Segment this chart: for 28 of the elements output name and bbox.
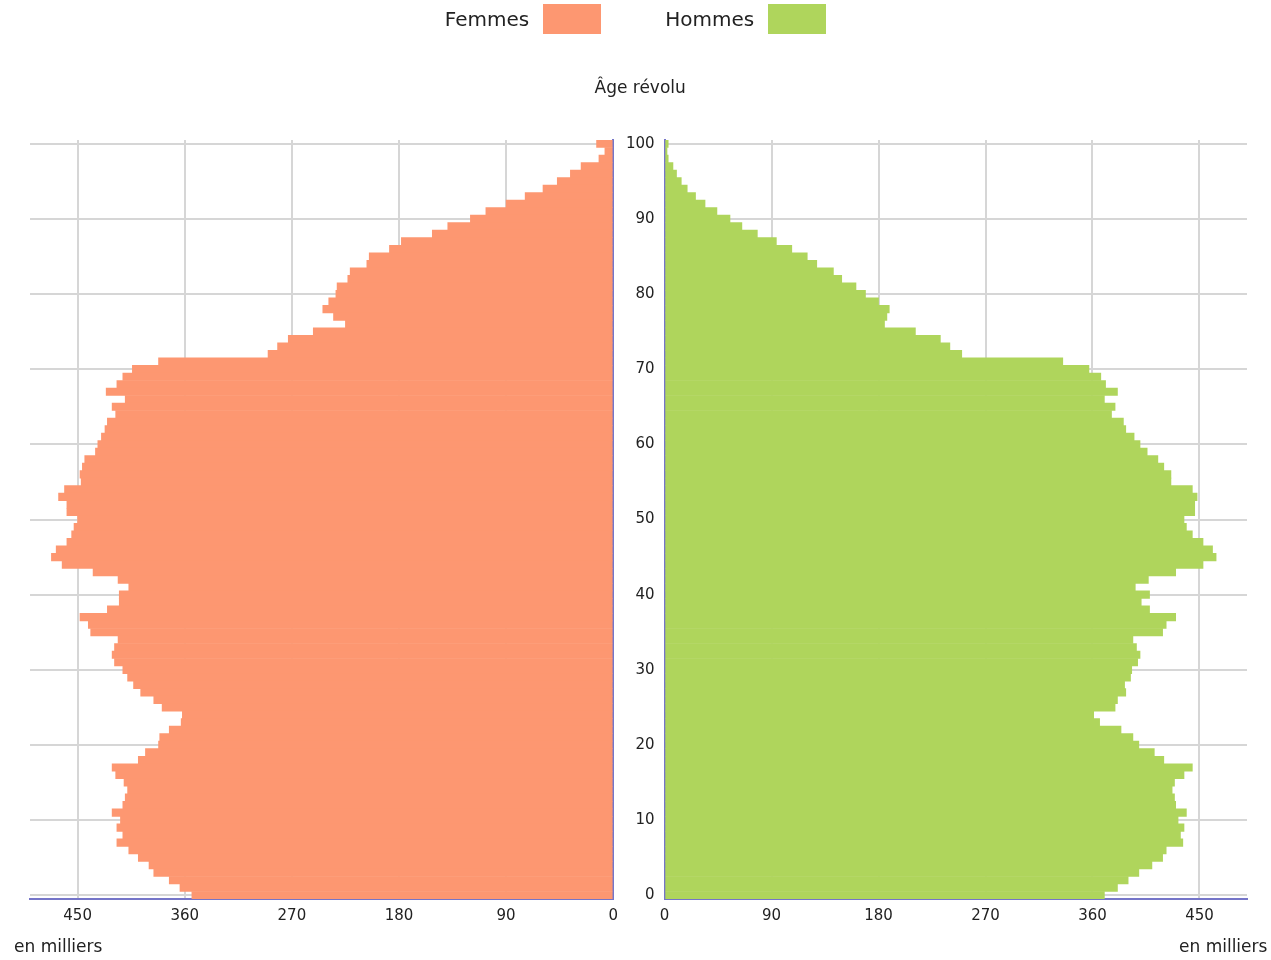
- y-tick-label: 20: [635, 734, 655, 753]
- y-tick-label: 0: [645, 885, 655, 904]
- x-tick-label: 180: [384, 905, 414, 924]
- x-tick-label: 0: [608, 905, 618, 924]
- y-tick-label: 80: [635, 283, 655, 302]
- x-tick-label: 450: [63, 905, 92, 924]
- y-tick-label: 100: [625, 133, 655, 152]
- y-tick-label: 30: [635, 659, 655, 678]
- x-tick-label: 0: [659, 905, 670, 924]
- x-tick-label: 270: [971, 905, 1000, 924]
- y-tick-label: 70: [635, 359, 655, 378]
- y-axis-title: Âge révolu: [594, 77, 686, 97]
- x-axis-title: en milliers: [1179, 936, 1268, 956]
- x-tick-label: 450: [1185, 905, 1214, 924]
- legend-label: Hommes: [665, 7, 755, 31]
- y-tick-label: 50: [635, 509, 655, 528]
- x-tick-label: 360: [1078, 905, 1107, 924]
- y-tick-label: 90: [635, 208, 655, 227]
- x-tick-label: 90: [496, 905, 516, 924]
- y-tick-label: 10: [635, 809, 655, 828]
- x-tick-label: 270: [277, 905, 307, 924]
- y-tick-label: 60: [635, 434, 655, 453]
- x-tick-label: 90: [762, 905, 782, 924]
- x-tick-label: 180: [864, 905, 893, 924]
- y-tick-label: 40: [635, 584, 655, 603]
- x-axis-title: en milliers: [14, 936, 103, 956]
- legend-label: Femmes: [444, 7, 530, 31]
- x-tick-label: 360: [170, 905, 200, 924]
